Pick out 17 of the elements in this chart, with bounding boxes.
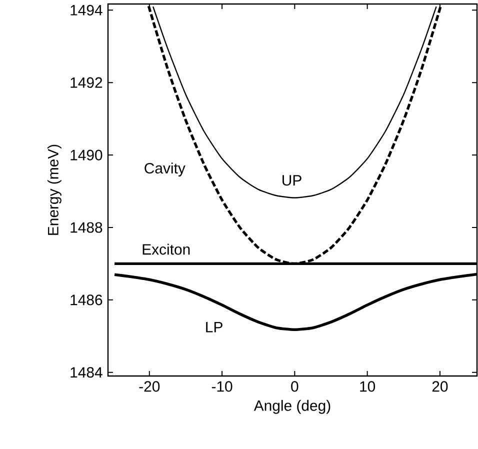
series-label: Exciton [142, 244, 190, 255]
x-tick-label: -20 [139, 381, 160, 392]
y-tick-label: 1488 [70, 222, 102, 233]
x-tick-label: 0 [291, 381, 298, 392]
x-tick-label: 10 [360, 381, 376, 392]
y-tick-label: 1484 [70, 367, 102, 378]
x-axis-title: Angle (deg) [254, 400, 330, 414]
y-tick-label: 1486 [70, 294, 102, 306]
x-tick-label: 20 [432, 381, 448, 392]
y-tick-label: 1494 [70, 4, 102, 16]
series-label: LP [206, 322, 222, 332]
y-tick-label: 1490 [70, 150, 102, 160]
series-label: Cavity [144, 162, 186, 176]
series-label: UP [282, 175, 302, 186]
y-tick-label: 1492 [70, 77, 102, 88]
x-tick-label: -10 [212, 381, 232, 392]
y-axis-title: Energy (meV) [47, 144, 62, 235]
